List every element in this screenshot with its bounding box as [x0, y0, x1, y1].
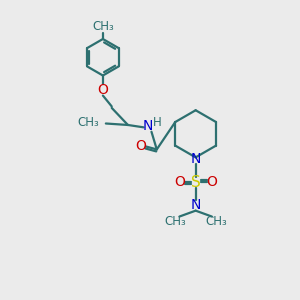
Text: N: N	[190, 198, 201, 212]
Text: O: O	[98, 82, 108, 97]
Text: N: N	[143, 119, 153, 133]
Text: O: O	[174, 176, 185, 189]
Text: H: H	[152, 116, 161, 128]
Text: N: N	[190, 152, 201, 166]
Text: O: O	[135, 140, 146, 154]
Text: CH₃: CH₃	[164, 215, 186, 228]
Text: CH₃: CH₃	[206, 215, 227, 228]
Text: CH₃: CH₃	[78, 116, 99, 129]
Text: S: S	[191, 175, 200, 190]
Text: O: O	[206, 176, 217, 189]
Text: CH₃: CH₃	[92, 20, 114, 33]
